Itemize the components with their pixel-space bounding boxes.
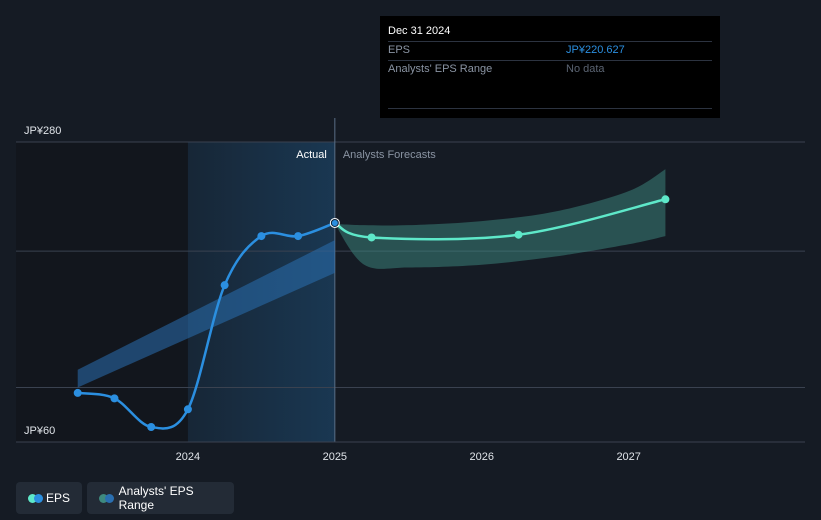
eps-swatch-icon [28, 493, 43, 503]
actual-label: Actual [296, 149, 327, 161]
tooltip-row-eps: EPS JP¥220.627 [388, 41, 712, 60]
tooltip-row-range: Analysts' EPS Range No data [388, 60, 712, 79]
x-axis-label: 2027 [616, 451, 640, 463]
tooltip-eps-value: JP¥220.627 [566, 44, 625, 56]
actual-eps-point [73, 388, 82, 397]
tooltip-range-value: No data [566, 63, 605, 75]
tooltip-range-label: Analysts' EPS Range [388, 63, 493, 75]
tooltip-eps-label: EPS [388, 44, 411, 56]
x-axis-label: 2025 [323, 451, 347, 463]
actual-eps-point [294, 232, 303, 241]
y-axis-label: JP¥60 [24, 425, 55, 437]
forecast-label: Analysts Forecasts [343, 149, 436, 161]
legend-range-label: Analysts' EPS Range [118, 484, 194, 512]
x-axis-label: 2024 [176, 451, 200, 463]
forecast-range-band [334, 169, 666, 269]
legend-eps-button[interactable]: EPS [16, 482, 82, 514]
hover-tooltip: Dec 31 2024 EPS JP¥220.627 Analysts' EPS… [380, 16, 720, 118]
highlighted-eps-point-core [331, 219, 338, 226]
eps-lines [77, 198, 666, 430]
actual-eps-point [220, 281, 229, 290]
forecast-eps-point [367, 233, 376, 242]
forecast-eps-point [661, 195, 670, 204]
past-region-dark [16, 142, 188, 442]
actual-eps-point [147, 423, 156, 431]
y-axis-labels: JP¥280 JP¥60 [24, 125, 61, 437]
eps-range-bands [77, 169, 666, 388]
actual-eps-point [183, 405, 192, 414]
past-range-band [77, 240, 335, 388]
y-axis-label: JP¥280 [24, 125, 61, 137]
legend-range-button[interactable]: Analysts' EPS Range [87, 482, 234, 514]
actual-eps-point [110, 394, 119, 403]
forecast-eps-point [514, 230, 523, 239]
forecast-eps-line [334, 198, 666, 241]
tooltip-date: Dec 31 2024 [388, 25, 451, 37]
legend-eps-label: EPS [45, 491, 70, 505]
x-axis-labels: 2024 2025 2026 2027 [176, 451, 641, 463]
actual-eps-point [257, 232, 266, 241]
x-axis-label: 2026 [470, 451, 494, 463]
actual-eps-line [77, 221, 336, 430]
tooltip-divider [388, 108, 712, 109]
eps-points [73, 195, 670, 431]
range-swatch-icon [99, 493, 114, 503]
